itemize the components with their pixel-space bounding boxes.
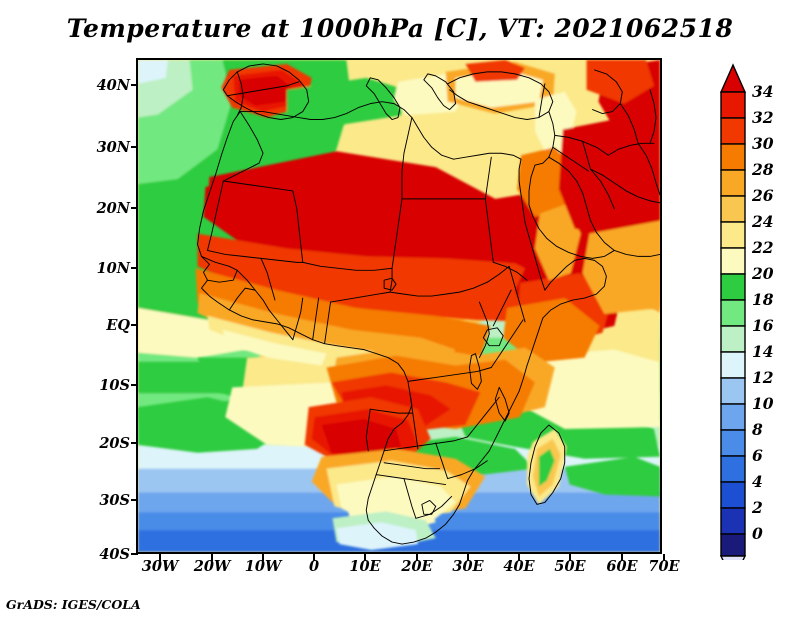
colorbar-tick-label: 10: [752, 394, 774, 413]
colorbar-tick-label: 18: [752, 290, 774, 309]
coastline-and-border-layer: [197, 63, 660, 545]
axis-label-y: 10S: [99, 377, 130, 394]
colorbar-tick-label: 32: [752, 108, 774, 127]
axis-label-y: EQ: [106, 317, 130, 334]
axis-tick-x: [663, 554, 665, 561]
axis-tick-x: [313, 554, 315, 561]
colorbar: 34 32 30 28 26 24 22 20 18 16 14 12 10 8…: [716, 60, 800, 560]
axis-tick-y: [131, 384, 138, 386]
axis-label-x: 60E: [606, 558, 638, 575]
colorbar-tick-label: 20: [752, 264, 774, 283]
axis-label-y: 40S: [99, 546, 130, 563]
axis-label-x: 30E: [452, 558, 484, 575]
axis-tick-y: [131, 146, 138, 148]
axis-label-x: 10W: [244, 558, 282, 575]
colorbar-tick-label: 14: [752, 342, 774, 361]
colorbar-swatches: [719, 63, 747, 560]
colorbar-tick-label: 16: [752, 316, 774, 335]
colorbar-tick-label: 28: [752, 160, 774, 179]
axis-tick-x: [159, 554, 161, 561]
axis-label-x: 0: [308, 558, 320, 575]
axis-tick-y: [131, 84, 138, 86]
axis-label-x: 20E: [401, 558, 433, 575]
axis-tick-x: [518, 554, 520, 561]
axis-label-y: 30N: [96, 139, 130, 156]
axis-label-x: 50E: [554, 558, 586, 575]
map-plot-area: [136, 58, 662, 554]
colorbar-tick-label: 22: [752, 238, 774, 257]
axis-label-y: 30S: [99, 492, 130, 509]
colorbar-tick-label: 8: [752, 420, 763, 439]
axis-label-x: 70E: [648, 558, 680, 575]
axis-label-x: 20W: [193, 558, 231, 575]
axis-label-x: 30W: [141, 558, 179, 575]
axis-label-y: 20N: [96, 200, 130, 217]
axis-tick-y: [131, 267, 138, 269]
axis-tick-y: [131, 499, 138, 501]
colorbar-tick-label: 30: [752, 134, 774, 153]
axis-tick-x: [364, 554, 366, 561]
axis-tick-x: [262, 554, 264, 561]
colorbar-tick-label: 24: [752, 212, 774, 231]
colorbar-tick-label: 0: [752, 524, 763, 543]
page-title: Temperature at 1000hPa [C], VT: 20210625…: [66, 14, 734, 43]
axis-tick-y: [131, 324, 138, 326]
axis-tick-y: [131, 442, 138, 444]
axis-label-x: 40E: [503, 558, 535, 575]
axis-label-y: 40N: [96, 77, 130, 94]
colorbar-tick-label: 2: [752, 498, 763, 517]
axis-label-y: 10N: [96, 260, 130, 277]
axis-tick-x: [569, 554, 571, 561]
colorbar-tick-label: 12: [752, 368, 774, 387]
axis-tick-x: [467, 554, 469, 561]
axis-label-y: 20S: [99, 435, 130, 452]
temperature-field-svg: [138, 60, 660, 552]
axis-label-x: 10E: [349, 558, 381, 575]
colorbar-tick-label: 34: [752, 82, 774, 101]
grads-attribution: GrADS: IGES/COLA: [6, 597, 141, 612]
axis-tick-y: [131, 553, 138, 555]
colorbar-tick-label: 6: [752, 446, 763, 465]
axis-tick-y: [131, 207, 138, 209]
axis-tick-x: [621, 554, 623, 561]
axis-tick-x: [211, 554, 213, 561]
colorbar-tick-label: 4: [752, 472, 763, 491]
colorbar-tick-label: 26: [752, 186, 774, 205]
axis-tick-x: [416, 554, 418, 561]
